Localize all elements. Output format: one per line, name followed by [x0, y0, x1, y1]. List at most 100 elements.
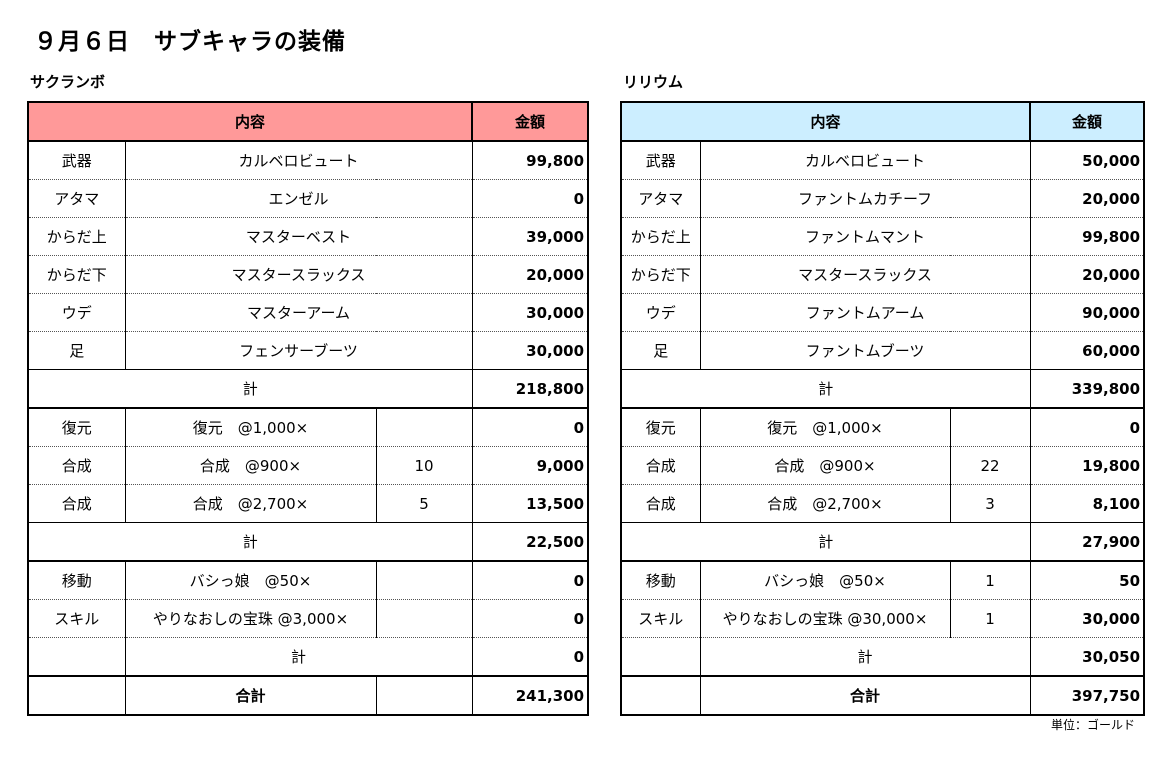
- amount-cell: 8,100: [1029, 484, 1146, 523]
- slot-cell: ウデ: [620, 293, 701, 332]
- equipment-row: 武器 カルベロビュート 99,800: [27, 140, 590, 180]
- item-cell: ファントムカチーフ: [699, 179, 1031, 218]
- equipment-row: からだ上 マスターベスト 39,000: [27, 217, 590, 256]
- amount-cell: 0: [1029, 407, 1146, 447]
- amount-cell: 99,800: [471, 140, 590, 180]
- misc-total-row: 計 0: [27, 637, 590, 677]
- equipment-table-left: 内容 金額 武器 カルベロビュート 99,800 アタマ エンゼル 0 からだ上…: [26, 101, 590, 716]
- amount-cell: 20,000: [1029, 255, 1146, 294]
- qty-cell: 1: [949, 560, 1031, 600]
- slot-cell: からだ上: [27, 217, 126, 256]
- amount-cell: 99,800: [1029, 217, 1146, 256]
- equipment-row: アタマ エンゼル 0: [27, 179, 590, 218]
- item-cell: フェンサーブーツ: [124, 331, 473, 370]
- type-cell: 移動: [27, 560, 126, 600]
- desc-cell: 合成 @2,700×: [699, 484, 951, 523]
- amount-cell: 30,000: [471, 293, 590, 332]
- desc-cell: やりなおしの宝珠 @3,000×: [124, 599, 377, 638]
- equipment-row: からだ下 マスタースラックス 20,000: [620, 255, 1146, 294]
- slot-cell: 武器: [27, 140, 126, 180]
- equipment-row: ウデ ファントムアーム 90,000: [620, 293, 1146, 332]
- qty-cell: 10: [375, 446, 473, 485]
- desc-cell: 合成 @900×: [124, 446, 377, 485]
- type-cell: スキル: [620, 599, 701, 638]
- total-amount: 22,500: [471, 522, 590, 562]
- amount-cell: 50,000: [1029, 140, 1146, 180]
- amount-cell: 0: [471, 560, 590, 600]
- type-cell: 合成: [620, 446, 701, 485]
- amount-cell: 20,000: [1029, 179, 1146, 218]
- character-name-left: サクランボ: [30, 73, 106, 91]
- item-cell: エンゼル: [124, 179, 473, 218]
- upkeep-total-row: 計 27,900: [619, 522, 1146, 562]
- item-cell: ファントムアーム: [699, 293, 1031, 332]
- misc-row: スキル やりなおしの宝珠 @30,000× 1 30,000: [620, 599, 1146, 638]
- desc-cell: 合成 @900×: [699, 446, 951, 485]
- misc-row: 移動 バシっ娘 @50× 0: [27, 560, 590, 600]
- type-cell: スキル: [27, 599, 126, 638]
- total-label: 計: [699, 637, 1031, 677]
- item-cell: ファントムマント: [699, 217, 1031, 256]
- total-amount: 27,900: [1029, 522, 1146, 562]
- empty-cell: [27, 675, 126, 716]
- grand-total-row: 合計 397,750: [620, 675, 1146, 716]
- empty-cell: [620, 637, 701, 677]
- amount-cell: 39,000: [471, 217, 590, 256]
- slot-cell: アタマ: [620, 179, 701, 218]
- grand-total-label: 合計: [124, 675, 377, 716]
- desc-cell: 復元 @1,000×: [124, 407, 377, 447]
- item-cell: ファントムブーツ: [699, 331, 1031, 370]
- equipment-row: からだ上 ファントムマント 99,800: [620, 217, 1146, 256]
- table-header-row: 内容 金額: [619, 101, 1146, 142]
- desc-cell: 合成 @2,700×: [124, 484, 377, 523]
- slot-cell: ウデ: [27, 293, 126, 332]
- desc-cell: やりなおしの宝珠 @30,000×: [699, 599, 951, 638]
- desc-cell: バシっ娘 @50×: [124, 560, 377, 600]
- grand-total-amount: 397,750: [1029, 675, 1146, 716]
- empty-cell: [375, 675, 473, 716]
- slot-cell: アタマ: [27, 179, 126, 218]
- equipment-row: 足 フェンサーブーツ 30,000: [27, 331, 590, 370]
- item-cell: マスタースラックス: [699, 255, 1031, 294]
- misc-row: スキル やりなおしの宝珠 @3,000× 0: [27, 599, 590, 638]
- item-cell: マスタースラックス: [124, 255, 473, 294]
- amount-cell: 13,500: [471, 484, 590, 523]
- desc-cell: バシっ娘 @50×: [699, 560, 951, 600]
- slot-cell: からだ下: [620, 255, 701, 294]
- slot-cell: 足: [27, 331, 126, 370]
- type-cell: 移動: [620, 560, 701, 600]
- qty-cell: [949, 407, 1031, 447]
- unit-note: 単位：ゴールド: [1051, 718, 1136, 732]
- amount-cell: 30,000: [1029, 599, 1146, 638]
- equipment-row: 足 ファントムブーツ 60,000: [620, 331, 1146, 370]
- upkeep-row: 合成 合成 @900× 10 9,000: [27, 446, 590, 485]
- header-amount: 金額: [1029, 101, 1146, 142]
- empty-cell: [620, 675, 701, 716]
- type-cell: 合成: [620, 484, 701, 523]
- total-amount: 30,050: [1029, 637, 1146, 677]
- desc-cell: 復元 @1,000×: [699, 407, 951, 447]
- total-amount: 339,800: [1029, 369, 1146, 409]
- misc-row: 移動 バシっ娘 @50× 1 50: [620, 560, 1146, 600]
- grand-total-label: 合計: [699, 675, 1031, 716]
- upkeep-row: 復元 復元 @1,000× 0: [620, 407, 1146, 447]
- equipment-total-row: 計 339,800: [619, 369, 1146, 409]
- qty-cell: [375, 560, 473, 600]
- upkeep-row: 合成 合成 @2,700× 3 8,100: [620, 484, 1146, 523]
- total-amount: 0: [471, 637, 590, 677]
- total-label: 計: [619, 522, 1031, 562]
- page-title: ９月６日 サブキャラの装備: [34, 29, 346, 55]
- header-amount: 金額: [471, 101, 590, 142]
- equipment-row: ウデ マスターアーム 30,000: [27, 293, 590, 332]
- slot-cell: 足: [620, 331, 701, 370]
- character-name-right: リリウム: [623, 73, 684, 91]
- amount-cell: 20,000: [471, 255, 590, 294]
- upkeep-row: 復元 復元 @1,000× 0: [27, 407, 590, 447]
- amount-cell: 0: [471, 599, 590, 638]
- item-cell: カルベロビュート: [124, 140, 473, 180]
- amount-cell: 0: [471, 407, 590, 447]
- amount-cell: 90,000: [1029, 293, 1146, 332]
- header-content: 内容: [26, 101, 474, 142]
- table-header-row: 内容 金額: [26, 101, 590, 142]
- equipment-row: 武器 カルベロビュート 50,000: [620, 140, 1146, 180]
